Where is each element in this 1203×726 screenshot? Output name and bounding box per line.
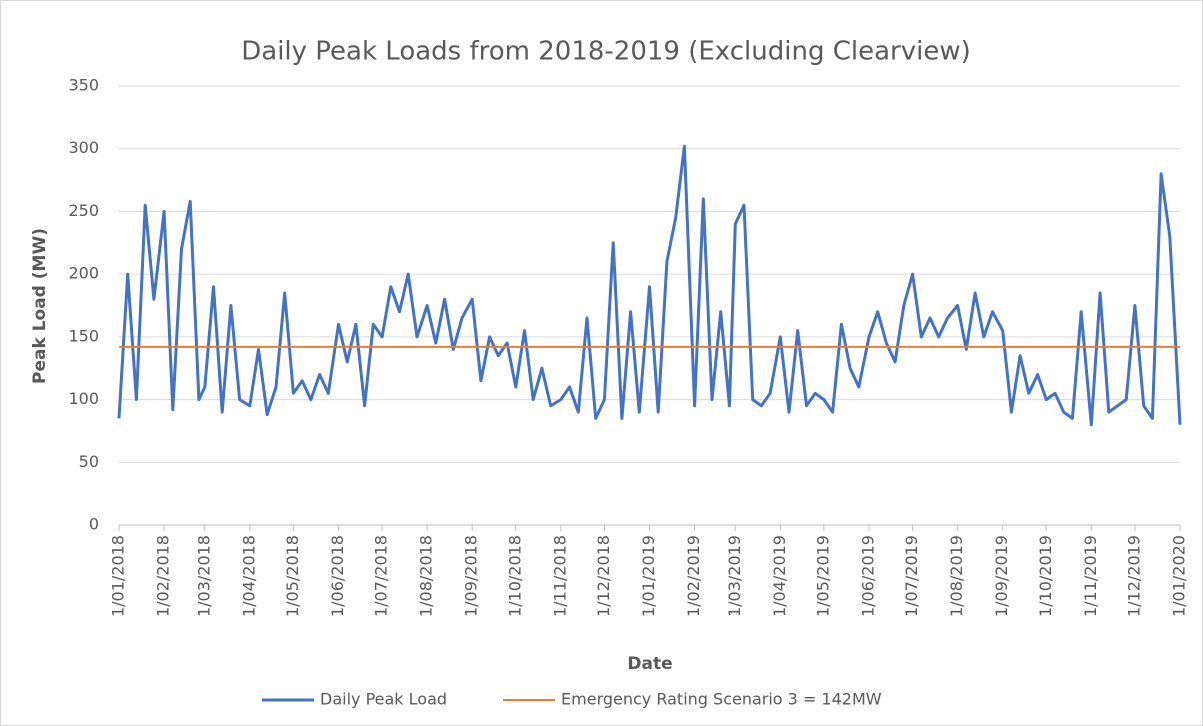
x-tick-label: 1/10/2018 (505, 535, 524, 617)
x-axis-label: Date (627, 654, 672, 674)
x-tick-label: 1/05/2018 (283, 535, 302, 617)
y-tick-label: 0 (89, 515, 99, 534)
y-axis-label: Peak Load (MW) (30, 228, 50, 384)
data-line (117, 144, 1182, 427)
x-tick-label: 1/07/2018 (372, 535, 391, 617)
x-tick-label: 1/03/2019 (725, 535, 744, 617)
x-tick-label: 1/08/2019 (947, 535, 966, 617)
x-tick-label: 1/02/2019 (684, 535, 703, 617)
y-tick-label: 200 (68, 264, 99, 283)
x-tick-label: 1/08/2018 (417, 535, 436, 617)
x-tick-label: 1/07/2019 (902, 535, 921, 617)
x-tick-label: 1/04/2019 (770, 535, 789, 617)
x-tick-label: 1/10/2019 (1036, 535, 1055, 617)
y-tick-label: 300 (68, 138, 99, 157)
x-tick-label: 1/11/2019 (1081, 535, 1100, 617)
x-tick-label: 1/04/2018 (239, 535, 258, 617)
x-tick-label: 1/01/2019 (639, 535, 658, 617)
x-tick-label: 1/03/2018 (194, 535, 213, 617)
legend-label: Daily Peak Load (320, 690, 447, 709)
y-tick-label: 250 (68, 201, 99, 220)
x-tick-label: 1/06/2018 (328, 535, 347, 617)
y-tick-label: 150 (68, 326, 99, 345)
x-tick-label: 1/06/2019 (858, 535, 877, 617)
x-tick-label: 1/02/2018 (154, 535, 173, 617)
x-tick-label: 1/12/2018 (594, 535, 613, 617)
chart-title: Daily Peak Loads from 2018-2019 (Excludi… (241, 37, 970, 67)
x-tick-label: 1/09/2019 (992, 535, 1011, 617)
x-tick-label: 1/01/2020 (1170, 535, 1189, 617)
legend-label: Emergency Rating Scenario 3 = 142MW (561, 690, 882, 709)
x-tick-label: 1/11/2018 (550, 535, 569, 617)
y-tick-label: 100 (68, 389, 99, 408)
x-tick-label: 1/12/2019 (1124, 535, 1143, 617)
y-tick-label: 50 (79, 452, 99, 471)
y-tick-label: 350 (68, 76, 99, 95)
x-tick-label: 1/09/2018 (462, 535, 481, 617)
x-tick-label: 1/05/2019 (813, 535, 832, 617)
x-tick-label: 1/01/2018 (109, 535, 128, 617)
